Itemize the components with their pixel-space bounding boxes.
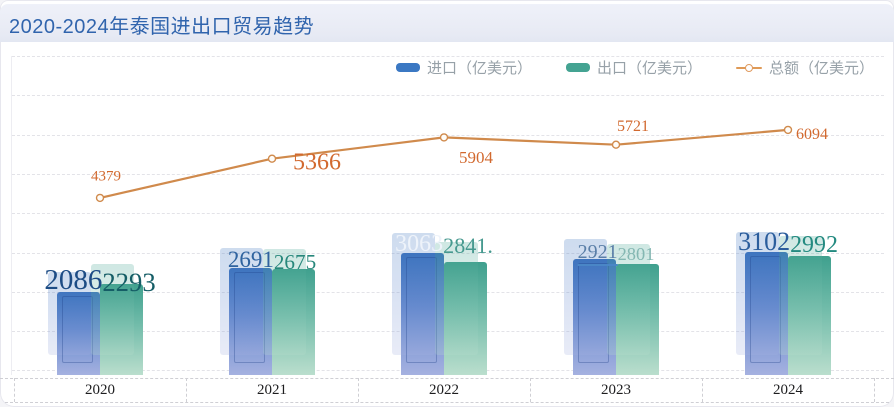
total-line-point-2020[interactable] <box>95 193 105 203</box>
x-axis-label-2021: 2021 <box>257 382 287 398</box>
total-line-point-2022[interactable] <box>439 133 449 142</box>
x-axis-separator <box>874 377 875 402</box>
legend-label-total: 总额（亿美元） <box>768 60 874 77</box>
export-bar-2022[interactable] <box>444 262 487 375</box>
import-value-label: 2691 <box>227 247 274 272</box>
export-bar-2024[interactable] <box>788 256 831 375</box>
legend-item-export[interactable]: 出口（亿美元） <box>565 57 702 78</box>
x-axis-label-2024: 2024 <box>773 382 803 398</box>
title-bar: 2020-2024年泰国进出口贸易趋势 <box>0 4 894 42</box>
bar-value-labels-2024: 31022992 <box>738 227 838 258</box>
gridline <box>12 174 884 175</box>
total-line-point-2024[interactable] <box>783 125 793 135</box>
x-axis-separator <box>14 377 15 402</box>
total-line-point-2023[interactable] <box>611 140 621 149</box>
export-value-label: 2293 <box>102 267 156 297</box>
import-value-label: 2086 <box>44 264 103 296</box>
export-bar-2021[interactable] <box>272 268 315 375</box>
export-value-label: 2801 <box>617 244 655 264</box>
legend-label-export: 出口（亿美元） <box>596 60 702 77</box>
import-value-label: 3102 <box>738 227 791 256</box>
x-axis-line <box>0 377 894 379</box>
x-axis-bottom-line <box>0 401 894 403</box>
y-axis-line <box>11 56 12 375</box>
import-value-label: 3063 <box>395 231 444 257</box>
bar-value-labels-2022: 30632841. <box>395 231 493 258</box>
export-bar-2023[interactable] <box>616 263 659 375</box>
gridline <box>12 95 884 96</box>
total-value-label-2020: 4379 <box>91 168 121 185</box>
x-axis-label-2023: 2023 <box>601 382 631 398</box>
export-value-label: 2841. <box>443 233 493 258</box>
export-bar-2020[interactable] <box>100 283 143 375</box>
page-title: 2020-2024年泰国进出口贸易趋势 <box>9 16 315 38</box>
legend-label-import: 进口（亿美元） <box>426 60 532 77</box>
total-line-point-2021[interactable] <box>267 154 277 163</box>
gridline <box>12 135 884 136</box>
total-value-label-2024: 6094 <box>796 125 828 143</box>
total-value-label-2021: 5366 <box>293 149 341 176</box>
gridline <box>12 56 884 57</box>
x-axis-label-2022: 2022 <box>429 382 459 398</box>
x-axis-separator <box>186 377 187 402</box>
chart-legend: 进口（亿美元） 出口（亿美元） 总额（亿美元） <box>395 57 874 78</box>
x-axis-label-2020: 2020 <box>85 382 115 398</box>
gridline <box>12 213 884 214</box>
x-axis-separator <box>702 377 703 402</box>
legend-item-import[interactable]: 进口（亿美元） <box>395 57 532 78</box>
import-value-label: 2921 <box>577 241 618 266</box>
x-axis-separator <box>530 377 531 402</box>
bar-value-labels-2021: 26912675 <box>227 247 317 274</box>
total-value-label-2023: 5721 <box>617 117 649 135</box>
legend-item-total[interactable]: 总额（亿美元） <box>735 57 874 78</box>
total-value-label-2022: 5904 <box>459 148 493 168</box>
export-value-label: 2992 <box>790 232 838 258</box>
bar-value-labels-2020: 20862293 <box>44 264 156 297</box>
import-bar-swatch-icon <box>395 63 420 72</box>
export-value-label: 2675 <box>273 250 317 274</box>
bar-value-labels-2023: 29212801 <box>577 241 655 266</box>
export-bar-swatch-icon <box>565 63 590 72</box>
total-line-swatch-icon <box>735 63 762 72</box>
x-axis-separator <box>358 377 359 402</box>
